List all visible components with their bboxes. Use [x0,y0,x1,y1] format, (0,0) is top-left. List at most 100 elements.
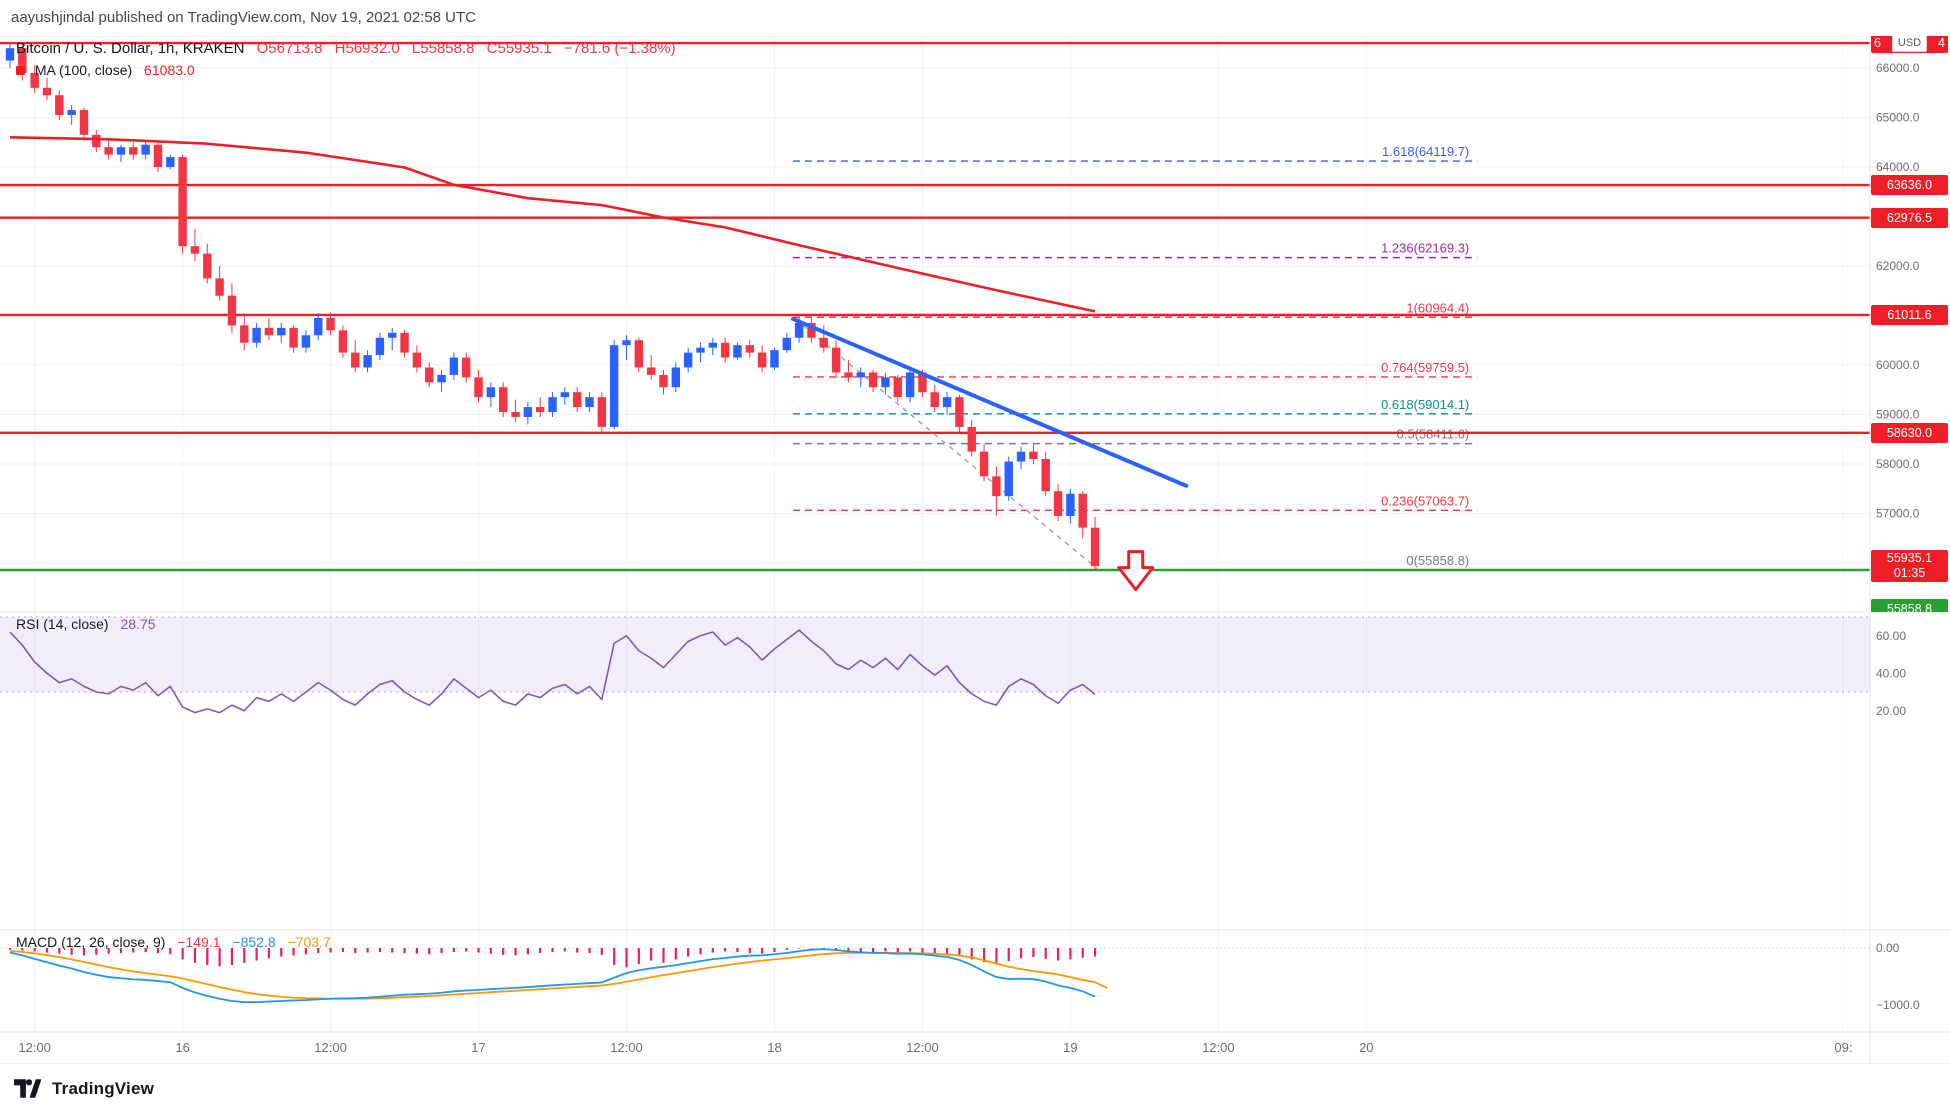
price-tick-label: 62000.0 [1876,259,1920,273]
candle [30,72,39,88]
candle [190,246,200,254]
rsi-tick-label: 60.00 [1876,629,1906,643]
trendline[interactable] [790,316,1189,488]
candle [252,327,261,343]
time-axis[interactable] [0,1032,1870,1064]
candle [338,330,348,353]
ohlc-change: −781.6 (−1.38%) [563,40,676,57]
axis-labels: 66000.0 65000.0 64000.0 62000.0 60000.0 59000… [18,61,1920,1055]
ma-color-chip [16,66,25,75]
fib-label: 0.236(57063.7) [1381,493,1469,508]
time-tick-label: 18 [767,1040,781,1055]
time-tick-label: 09: [1834,1040,1852,1055]
macd-tick-label: −1000.0 [1876,998,1920,1012]
macd-line-value: −852.8 [232,934,276,950]
macd-signal-value: −703.7 [287,934,331,950]
candle [942,397,952,408]
candle [893,377,902,398]
time-tick-label: 17 [471,1040,485,1055]
candle [1029,451,1038,460]
fib-label: 1.236(62169.3) [1381,241,1469,256]
candle [5,48,15,61]
candle [819,337,828,348]
ohlc-high: H56932.0 [334,40,400,57]
price-axis[interactable] [1870,36,1950,1064]
down-arrow[interactable] [1117,550,1155,592]
candle [979,451,989,477]
tradingview-logo[interactable]: TradingView [14,1079,154,1099]
macd-legend: MACD (12, 26, close, 9) −149.1 −852.8 −7… [16,934,331,950]
candle [486,387,496,398]
candle [301,335,311,348]
rsi-value: 28.75 [120,616,156,632]
candle [856,372,865,378]
candle [1041,459,1050,492]
fib-label: 0.764(59759.5) [1381,360,1469,375]
candle [18,48,27,73]
price-tick-label: 65000.0 [1876,111,1920,125]
candle [671,367,681,388]
candle [153,144,163,167]
candle [955,397,964,427]
candle [905,372,915,398]
rsi-tick-label: 20.00 [1876,704,1906,718]
candle [400,332,409,353]
rsi-label: RSI (14, close) [16,616,109,632]
candle [388,332,397,338]
tradingview-logo-icon [14,1079,42,1098]
candle [92,134,101,148]
footer: TradingView [0,1064,1950,1113]
fib-label: 0(55858.8) [1406,553,1469,568]
candle [178,157,187,247]
candle [240,325,249,343]
candle [634,340,644,368]
candle [55,95,64,116]
time-tick-label: 12:00 [610,1040,643,1055]
candle [1066,493,1075,516]
price-tick-label: 66000.0 [1876,61,1920,75]
macd-tick-label: 0.00 [1876,941,1900,955]
candle [437,374,446,383]
rsi-line [9,629,1096,714]
time-tick-label: 16 [175,1040,189,1055]
candle [264,327,274,336]
candle [1004,461,1013,497]
macd-line [9,948,1096,1004]
fib-label: 0.618(59014.1) [1381,397,1469,412]
candle [708,342,718,348]
candle [227,295,237,326]
gridlines [0,36,1870,1032]
macd-histogram [8,948,1097,968]
macd-signal-line [9,949,1108,1000]
candles [5,43,1100,570]
candle [560,392,570,398]
candle [289,327,298,348]
candle [1078,493,1087,528]
candle [277,327,286,336]
fib-retracement[interactable]: 1.618(64119.7) 1.236(62169.3) 1(60964.4) 0.… [792,144,1478,571]
candle [326,317,335,331]
candle [1053,491,1063,516]
candle [720,342,730,358]
candle [757,352,767,368]
ma-label: MA (100, close) [34,62,133,78]
ma-legend: MA (100, close) 61083.0 [16,62,195,78]
fib-label: 1.618(64119.7) [1382,144,1469,159]
candle [622,340,631,346]
rsi-band [0,617,1870,692]
candle [733,345,742,358]
candle [881,377,890,388]
ma-value: 61083.0 [144,62,195,78]
candle [696,347,705,353]
candle [166,157,175,167]
header: aayushjindal published on TradingView.co… [0,0,1950,36]
symbol-title: Bitcoin / U. S. Dollar, 1h, KRAKEN [16,40,245,57]
candle [104,147,113,155]
candle [474,377,483,398]
ohlc-low: L55858.8 [411,40,475,57]
time-tick-label: 12:00 [314,1040,347,1055]
candle [215,278,224,296]
time-tick-label: 12:00 [906,1040,939,1055]
candle [770,350,779,368]
